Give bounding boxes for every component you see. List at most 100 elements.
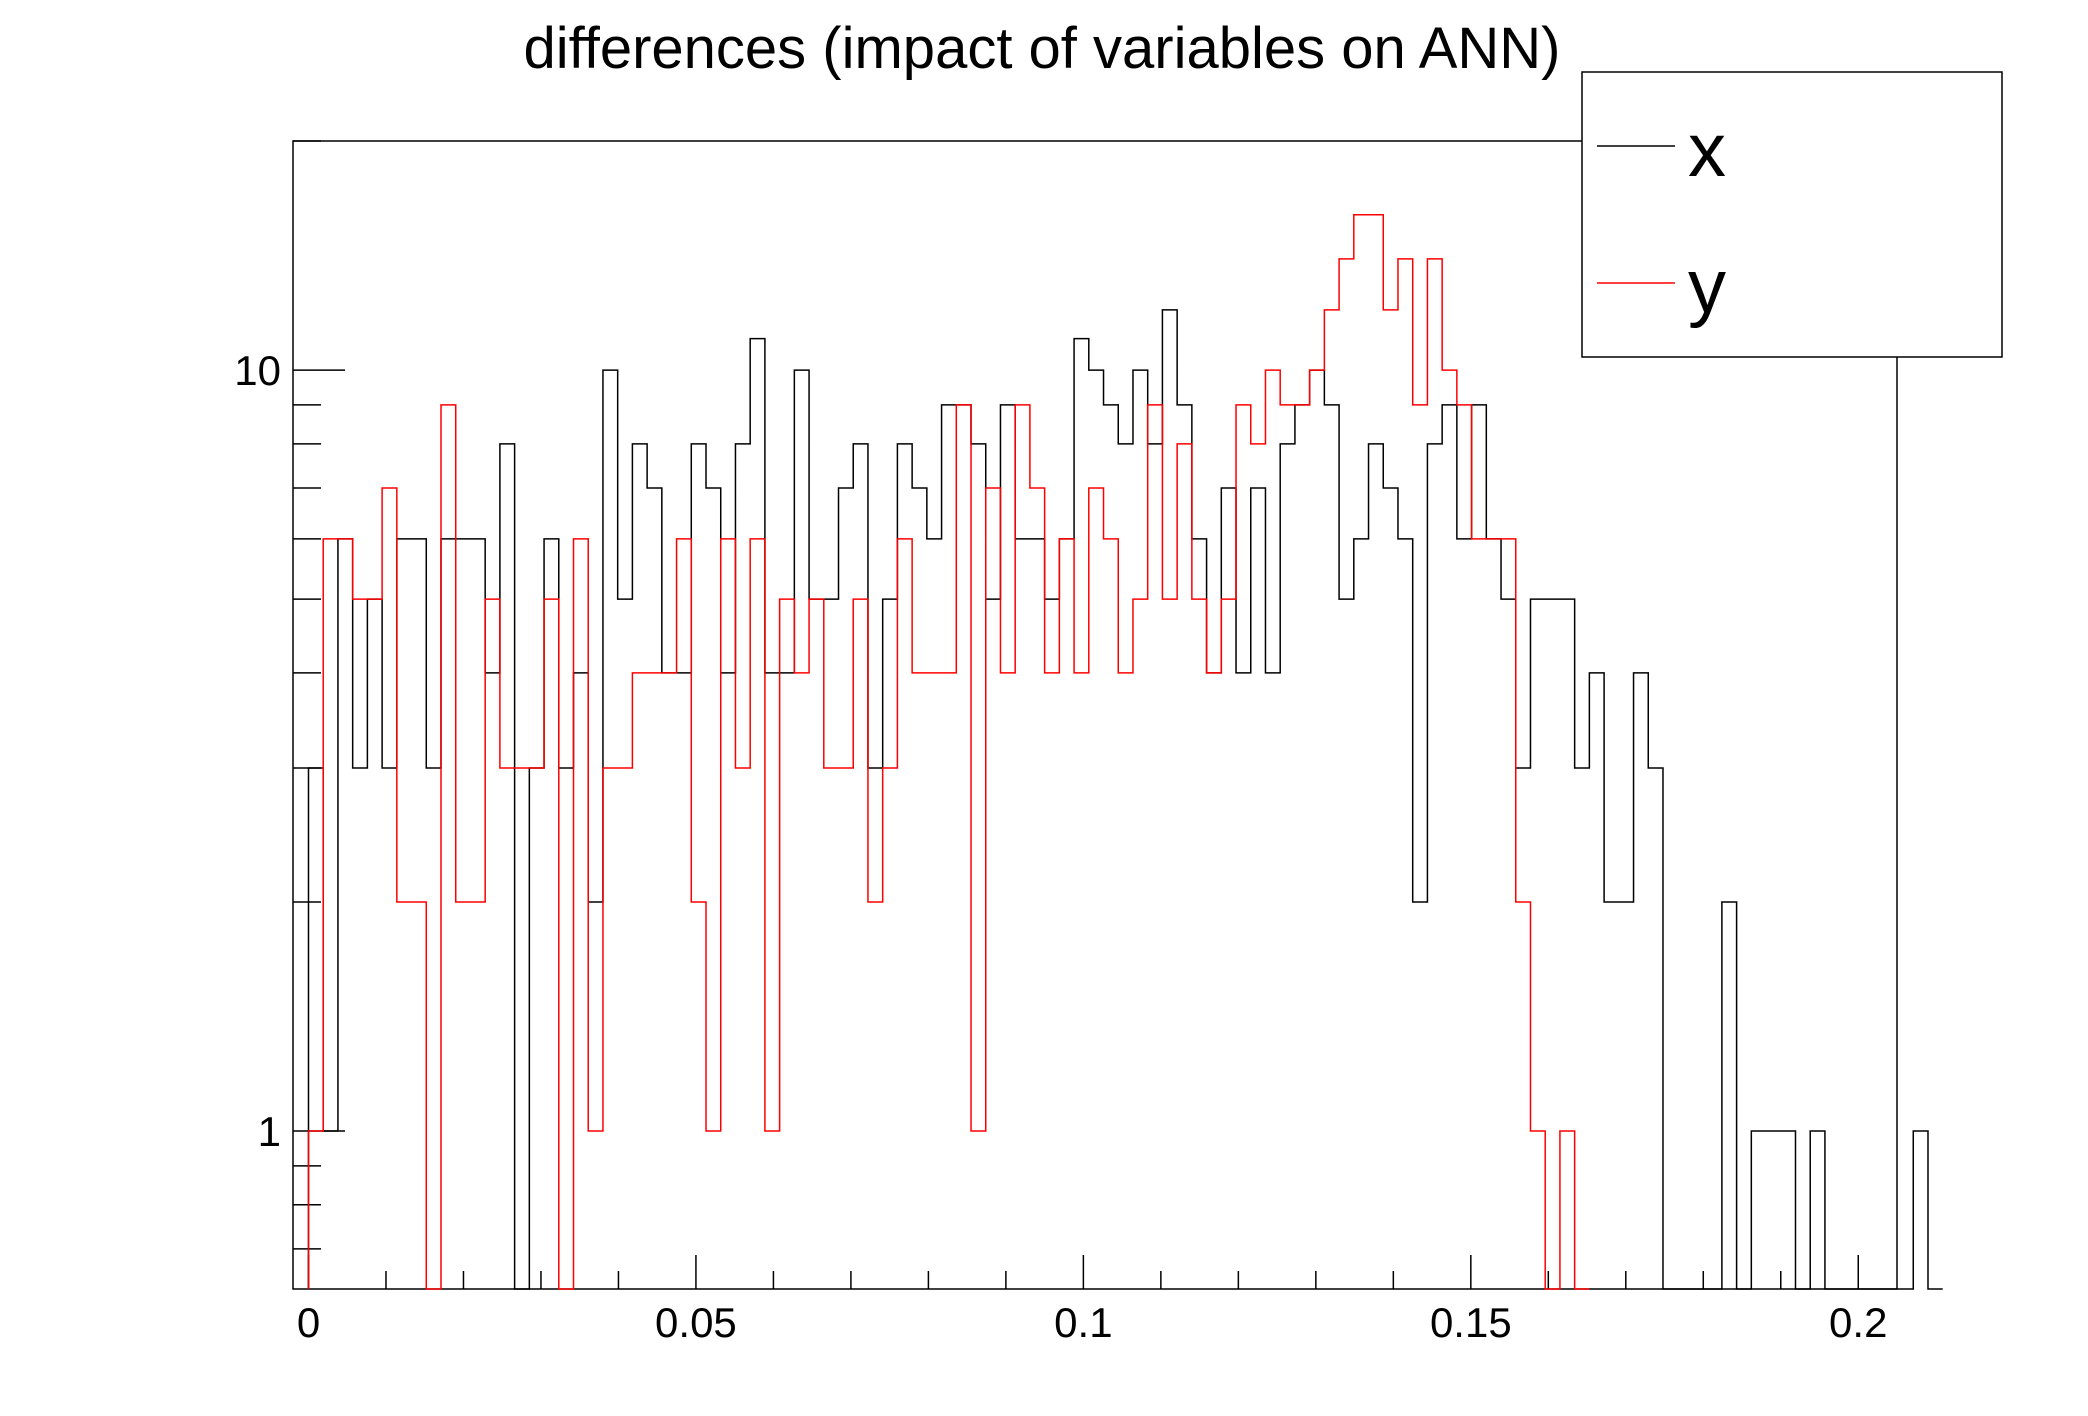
bin-y-59 — [1177, 444, 1192, 1289]
bin-y-0 — [308, 1131, 323, 1289]
bin-x-99 — [1766, 1131, 1781, 1289]
bin-y-27 — [706, 1131, 721, 1289]
bin-y-41 — [912, 673, 927, 1289]
bin-y-78 — [1457, 405, 1472, 1289]
bin-x-88 — [1604, 902, 1619, 1289]
x-tick-label: 0.05 — [655, 1299, 737, 1346]
bin-y-58 — [1162, 599, 1177, 1289]
bin-y-30 — [750, 539, 765, 1289]
bin-y-49 — [1030, 488, 1045, 1289]
bin-y-14 — [515, 768, 530, 1289]
x-tick-label: 0.1 — [1054, 1299, 1112, 1346]
legend-label-x: x — [1688, 108, 1726, 193]
bin-y-40 — [897, 539, 912, 1289]
bin-y-82 — [1516, 902, 1531, 1289]
bin-y-85 — [1560, 1131, 1575, 1289]
bin-y-3 — [353, 599, 368, 1289]
x-axis: 0 0.05 0.1 0.15 0.2 — [297, 1255, 1887, 1346]
x-tick-label: 0.2 — [1829, 1299, 1887, 1346]
bin-y-83 — [1530, 1131, 1545, 1289]
bin-y-71 — [1354, 215, 1369, 1289]
chart-title: differences (impact of variables on ANN) — [524, 16, 1561, 81]
bin-y-36 — [839, 768, 854, 1289]
bin-y-69 — [1324, 310, 1339, 1289]
bin-y-28 — [721, 539, 736, 1289]
bin-y-64 — [1251, 444, 1266, 1289]
bin-y-43 — [942, 673, 957, 1289]
plot-frame — [292, 140, 1898, 1290]
bin-y-79 — [1472, 539, 1487, 1289]
bin-y-57 — [1148, 405, 1163, 1289]
bin-y-74 — [1398, 259, 1413, 1289]
bin-y-19 — [588, 1131, 603, 1289]
bin-y-81 — [1501, 539, 1516, 1289]
bin-y-39 — [883, 768, 898, 1289]
series-line-y — [307, 213, 1590, 1290]
bin-y-52 — [1074, 673, 1089, 1289]
bin-x-98 — [1751, 1131, 1766, 1289]
bin-x-17 — [559, 768, 574, 1289]
bin-y-5 — [382, 488, 397, 1289]
bin-x-84 — [1545, 599, 1560, 1289]
bin-y-33 — [794, 673, 809, 1289]
bin-y-45 — [971, 1131, 986, 1289]
bin-y-16 — [544, 599, 559, 1289]
bin-y-37 — [853, 599, 868, 1289]
bin-y-55 — [1118, 673, 1133, 1289]
bin-y-60 — [1192, 599, 1207, 1289]
legend-box — [1581, 71, 2003, 358]
bin-y-65 — [1265, 370, 1280, 1289]
bin-y-48 — [1015, 405, 1030, 1289]
bin-y-6 — [397, 902, 412, 1289]
bin-y-51 — [1059, 539, 1074, 1289]
bin-y-31 — [765, 1131, 780, 1289]
bin-y-63 — [1236, 405, 1251, 1289]
bin-y-15 — [529, 768, 544, 1289]
bin-x-86 — [1575, 768, 1590, 1289]
bin-y-76 — [1427, 259, 1442, 1289]
series-layer — [307, 213, 1943, 1290]
bin-y-22 — [632, 673, 647, 1289]
bin-y-68 — [1310, 370, 1325, 1289]
bin-y-80 — [1486, 539, 1501, 1289]
bin-y-7 — [412, 902, 427, 1289]
bin-y-70 — [1339, 259, 1354, 1289]
bin-y-2 — [338, 539, 353, 1289]
bin-y-11 — [470, 902, 485, 1289]
bin-x-87 — [1589, 673, 1604, 1289]
bin-x-96 — [1722, 902, 1737, 1289]
bin-y-29 — [735, 768, 750, 1289]
bin-y-42 — [927, 673, 942, 1289]
y-tick-label: 10 — [234, 347, 281, 394]
bin-y-9 — [441, 405, 456, 1289]
bin-y-13 — [500, 768, 515, 1289]
bin-x-8 — [426, 768, 441, 1289]
bin-y-23 — [647, 673, 662, 1289]
bin-y-26 — [691, 902, 706, 1289]
bin-y-12 — [485, 599, 500, 1289]
bin-y-25 — [677, 539, 692, 1289]
x-tick-label: 0.15 — [1430, 1299, 1512, 1346]
bin-y-72 — [1369, 215, 1384, 1289]
bin-y-10 — [456, 902, 471, 1289]
bin-y-53 — [1089, 488, 1104, 1289]
bin-y-21 — [618, 768, 633, 1289]
bin-y-44 — [956, 405, 971, 1289]
bin-x-91 — [1648, 768, 1663, 1289]
bin-x-100 — [1781, 1131, 1796, 1289]
bin-y-75 — [1413, 405, 1428, 1289]
y-tick-label: 1 — [258, 1108, 281, 1155]
bin-y-62 — [1221, 599, 1236, 1289]
legend: x y — [1581, 71, 2003, 358]
bin-y-47 — [1000, 673, 1015, 1289]
bin-y-38 — [868, 902, 883, 1289]
bin-x-90 — [1634, 673, 1649, 1289]
bin-y-34 — [809, 599, 824, 1289]
bin-y-24 — [662, 673, 677, 1289]
bin-y-1 — [323, 539, 338, 1289]
bin-y-66 — [1280, 405, 1295, 1289]
bin-y-50 — [1045, 673, 1060, 1289]
bin-y-18 — [574, 539, 589, 1289]
bin-y-61 — [1207, 673, 1222, 1289]
